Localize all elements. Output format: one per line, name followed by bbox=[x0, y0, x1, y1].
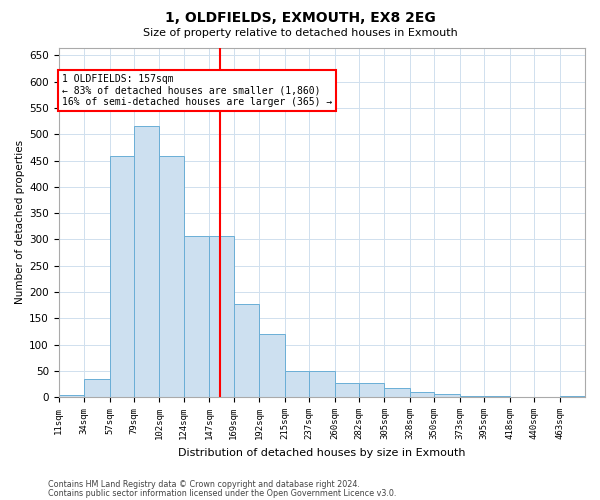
Bar bbox=[385, 388, 410, 397]
Bar bbox=[184, 236, 209, 397]
Bar bbox=[335, 383, 359, 397]
Bar bbox=[84, 379, 110, 397]
Bar bbox=[160, 156, 184, 397]
Bar bbox=[509, 396, 534, 397]
Text: 1, OLDFIELDS, EXMOUTH, EX8 2EG: 1, OLDFIELDS, EXMOUTH, EX8 2EG bbox=[164, 11, 436, 25]
X-axis label: Distribution of detached houses by size in Exmouth: Distribution of detached houses by size … bbox=[178, 448, 466, 458]
Text: Contains public sector information licensed under the Open Government Licence v3: Contains public sector information licen… bbox=[48, 490, 397, 498]
Bar bbox=[434, 394, 460, 397]
Bar bbox=[134, 126, 160, 397]
Bar bbox=[460, 396, 484, 397]
Text: Size of property relative to detached houses in Exmouth: Size of property relative to detached ho… bbox=[143, 28, 457, 38]
Bar bbox=[534, 396, 560, 397]
Bar bbox=[234, 304, 259, 397]
Bar bbox=[259, 334, 284, 397]
Text: 1 OLDFIELDS: 157sqm
← 83% of detached houses are smaller (1,860)
16% of semi-det: 1 OLDFIELDS: 157sqm ← 83% of detached ho… bbox=[62, 74, 332, 107]
Bar bbox=[110, 156, 134, 397]
Text: Contains HM Land Registry data © Crown copyright and database right 2024.: Contains HM Land Registry data © Crown c… bbox=[48, 480, 360, 489]
Bar bbox=[209, 236, 234, 397]
Bar bbox=[309, 371, 335, 397]
Bar bbox=[359, 383, 385, 397]
Bar bbox=[284, 371, 309, 397]
Y-axis label: Number of detached properties: Number of detached properties bbox=[15, 140, 25, 304]
Bar bbox=[484, 396, 509, 397]
Bar bbox=[59, 394, 84, 397]
Bar bbox=[560, 396, 585, 397]
Bar bbox=[410, 392, 434, 397]
